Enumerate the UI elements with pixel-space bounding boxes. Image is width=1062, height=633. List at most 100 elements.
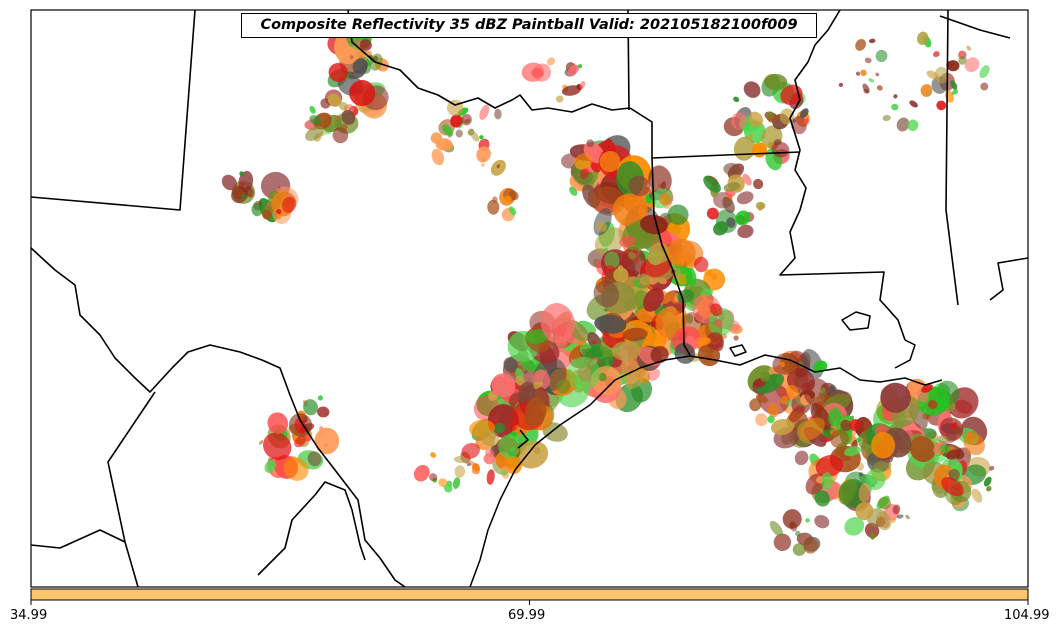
- echo-blob: [803, 538, 819, 554]
- echo-blob: [838, 82, 844, 88]
- echo-blob: [769, 520, 783, 537]
- echo-blob: [479, 104, 490, 120]
- echo-blob: [555, 95, 564, 103]
- echo-blob: [858, 482, 871, 503]
- echo-blob: [532, 381, 544, 389]
- echo-blob: [685, 267, 697, 287]
- echo-blob: [639, 275, 654, 286]
- echo-blob: [882, 114, 891, 122]
- echo-blob: [848, 419, 862, 431]
- echo-blob: [795, 530, 801, 537]
- echo-blob: [334, 116, 339, 121]
- echo-blob: [340, 123, 348, 131]
- echo-blob: [862, 83, 870, 94]
- echo-blob: [799, 417, 825, 441]
- echo-blob: [435, 138, 453, 151]
- echo-blob: [515, 375, 526, 386]
- echo-blob: [803, 118, 809, 125]
- echo-blob: [496, 164, 500, 169]
- echo-blob: [648, 165, 672, 195]
- echo-blob: [658, 193, 671, 205]
- echo-blob: [844, 517, 865, 536]
- echo-blob: [855, 502, 874, 521]
- echo-blob: [628, 175, 651, 197]
- echo-blob: [349, 80, 376, 107]
- echo-blob: [766, 111, 774, 119]
- echo-blob: [470, 130, 480, 142]
- echo-blob: [580, 168, 589, 179]
- echo-blob: [673, 296, 679, 302]
- echo-blob: [450, 114, 463, 128]
- echo-blob: [442, 124, 454, 137]
- echo-blob: [307, 451, 322, 467]
- echo-blob: [581, 349, 585, 354]
- echo-blob: [770, 419, 795, 435]
- echo-blob: [782, 509, 802, 529]
- echo-blob: [523, 370, 528, 375]
- echo-blob: [838, 479, 868, 508]
- echo-blob: [461, 114, 472, 126]
- echo-blob: [980, 82, 989, 91]
- echo-blob: [493, 422, 505, 434]
- echo-blob: [937, 435, 950, 444]
- echo-blob: [259, 440, 264, 445]
- echo-blob: [958, 56, 967, 65]
- echo-blob: [767, 402, 779, 418]
- echo-blob: [630, 262, 636, 271]
- echo-blob: [264, 460, 277, 473]
- echo-blob: [294, 418, 307, 435]
- echo-blob: [878, 496, 891, 510]
- echo-blob: [759, 371, 771, 382]
- echo-blob: [748, 133, 755, 138]
- echo-blob: [613, 267, 629, 283]
- echo-blob: [989, 465, 995, 471]
- echo-blob: [413, 464, 430, 482]
- echo-blob: [983, 476, 992, 487]
- echo-blob: [737, 224, 754, 239]
- echo-blob: [764, 73, 788, 91]
- echo-blob: [431, 148, 445, 166]
- echo-blob: [596, 221, 607, 232]
- colorbar-tick-label-mid: 69.99: [508, 608, 546, 623]
- echo-blob: [891, 517, 897, 524]
- echo-blob: [221, 174, 237, 191]
- echo-blob: [603, 247, 609, 251]
- echo-blob: [632, 250, 639, 254]
- echo-blob: [934, 66, 949, 84]
- echo-blob: [905, 514, 910, 520]
- echo-blob: [567, 356, 601, 391]
- echo-blob: [946, 449, 961, 460]
- echo-blob: [706, 332, 724, 350]
- echo-blob: [951, 421, 957, 431]
- echo-blob: [276, 208, 282, 215]
- echo-blob: [502, 470, 508, 476]
- echo-blob: [619, 235, 636, 248]
- echo-blob: [858, 472, 864, 477]
- echo-blob: [907, 119, 919, 132]
- echo-blob: [314, 427, 340, 455]
- echo-blob: [452, 477, 461, 489]
- echo-blob: [735, 210, 751, 226]
- echo-blob: [860, 69, 867, 77]
- echo-blob: [875, 72, 880, 77]
- echo-blob: [503, 195, 512, 203]
- echo-blob: [508, 418, 518, 432]
- echo-blob: [508, 206, 517, 216]
- echo-blob: [917, 31, 929, 45]
- echo-blob: [755, 413, 768, 427]
- paintball-echoes: [221, 25, 995, 556]
- echo-blob: [805, 518, 810, 523]
- echo-blob: [927, 399, 938, 409]
- echo-blob: [476, 146, 491, 163]
- echo-blob: [352, 58, 368, 74]
- echo-blob: [875, 49, 888, 63]
- echo-blob: [829, 385, 836, 394]
- echo-blob: [749, 398, 762, 412]
- echo-blob: [491, 373, 516, 398]
- echo-blob: [950, 80, 958, 91]
- echo-blob: [454, 465, 466, 478]
- echo-blob: [667, 238, 696, 267]
- echo-blob: [294, 435, 307, 448]
- echo-blob: [736, 191, 754, 205]
